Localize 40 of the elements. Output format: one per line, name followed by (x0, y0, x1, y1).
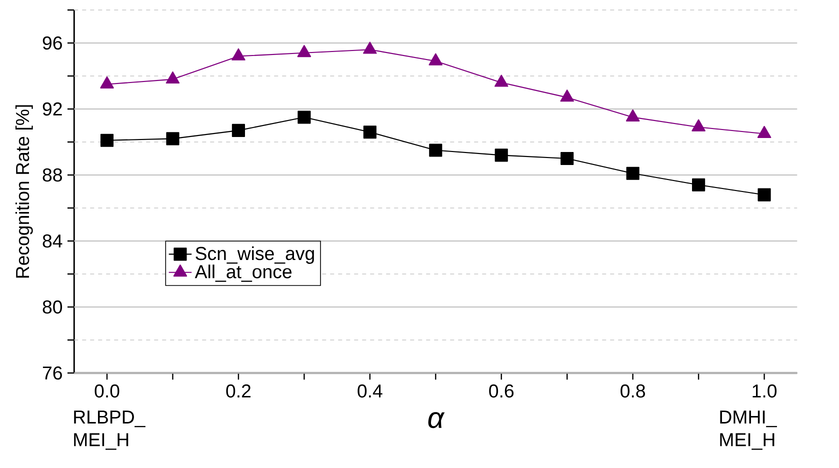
y-tick-label: 92 (42, 102, 62, 116)
point (363, 126, 376, 139)
point (100, 76, 114, 88)
legend-label: All_at_once (194, 264, 292, 282)
y-axis-title: Recognition Rate [%] (15, 105, 33, 278)
point (232, 124, 245, 137)
x-tick-label: 0.8 (620, 384, 645, 398)
text: DMHI_ MEI_H (720, 410, 777, 450)
point (494, 148, 508, 162)
y-tick-label: 80 (42, 300, 62, 314)
point (758, 188, 771, 202)
x-tick-label: 0.0 (94, 384, 120, 398)
point (692, 119, 706, 132)
point (166, 71, 180, 84)
x-tick-label: 0.6 (489, 384, 514, 398)
point (232, 48, 246, 60)
point (428, 53, 443, 66)
point (298, 110, 311, 124)
text: RLBPD_ MEI_H (74, 410, 146, 450)
x-tick-label: 1.0 (752, 384, 777, 398)
x-axis-title: α (428, 412, 445, 428)
point (363, 42, 377, 54)
point (560, 90, 574, 102)
x-tick-label: 0.2 (226, 384, 250, 398)
point (100, 134, 114, 147)
point (757, 126, 772, 138)
legend-label: Scn_wise_avg (196, 246, 314, 264)
point (297, 45, 312, 58)
y-tick-label: 76 (42, 366, 62, 380)
x-tick-label: 0.4 (358, 384, 382, 398)
point (429, 144, 442, 157)
point (626, 166, 640, 180)
point (692, 178, 706, 192)
y-tick-label: 84 (42, 234, 62, 248)
y-tick-label: 88 (42, 168, 62, 182)
point (494, 74, 508, 87)
point (560, 152, 574, 166)
point (626, 109, 640, 122)
y-tick-label: 96 (42, 36, 62, 50)
point (166, 132, 180, 146)
